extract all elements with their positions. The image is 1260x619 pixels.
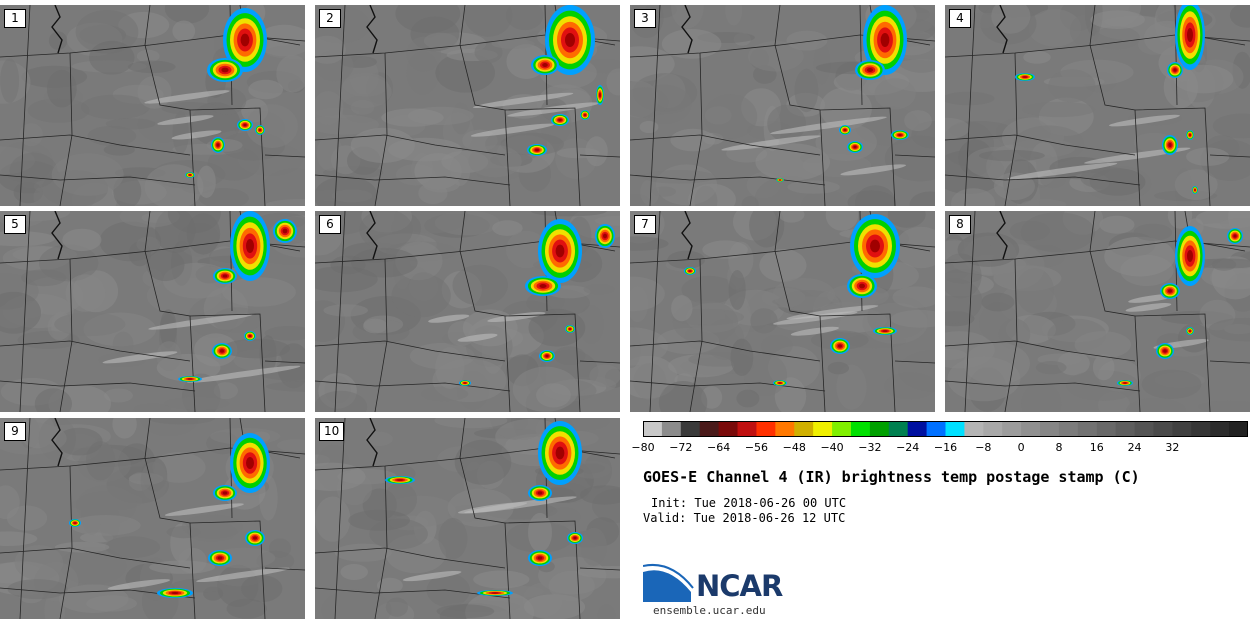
colorbar-swatch — [869, 421, 890, 437]
colorbar-swatch — [964, 421, 984, 437]
colorbar-tick-label: −56 — [744, 441, 769, 454]
satellite-map — [630, 5, 935, 206]
colorbar-tick-label: 8 — [1055, 441, 1063, 454]
colorbar-swatch — [775, 421, 795, 437]
panel-number-label: 1 — [4, 9, 26, 28]
logo-text: NCAR — [696, 569, 783, 603]
member-panel-6: 6 — [315, 211, 620, 412]
colorbar-swatch — [1191, 421, 1211, 437]
colorbar-swatch — [945, 421, 965, 437]
satellite-map — [945, 5, 1250, 206]
colorbar-swatch — [1172, 421, 1192, 437]
panel-number-label: 9 — [4, 422, 26, 441]
member-panel-3: 3 — [630, 5, 935, 206]
satellite-map — [315, 211, 620, 412]
panel-number-label: 2 — [319, 9, 341, 28]
colorbar-swatch — [1229, 421, 1248, 437]
satellite-map — [945, 211, 1250, 412]
colorbar-swatch — [832, 421, 852, 437]
colorbar-swatch — [813, 421, 833, 437]
colorbar-tick-label: 16 — [1089, 441, 1104, 454]
member-panel-5: 5 — [0, 211, 305, 412]
valid-time: Valid: Tue 2018-06-26 12 UTC — [643, 511, 846, 525]
colorbar-swatch — [737, 421, 757, 437]
satellite-map — [315, 5, 620, 206]
panel-number-label: 8 — [949, 215, 971, 234]
colorbar-swatch — [1153, 421, 1173, 437]
colorbar-tick-label: −32 — [858, 441, 882, 454]
colorbar-swatch — [1002, 421, 1022, 437]
member-panel-8: 8 — [945, 211, 1250, 412]
colorbar-swatch — [1115, 421, 1136, 437]
satellite-map — [0, 211, 305, 412]
figure-title: GOES-E Channel 4 (IR) brightness temp po… — [643, 468, 1140, 486]
colorbar-tick-label: −48 — [782, 441, 806, 454]
colorbar-tick-label: 0 — [1017, 441, 1025, 454]
member-panel-10: 10 — [315, 418, 620, 619]
colorbar-tick-label: −24 — [896, 441, 920, 454]
panel-number-label: 5 — [4, 215, 26, 234]
member-panel-4: 4 — [945, 5, 1250, 206]
satellite-map — [0, 5, 305, 206]
colorbar-swatch — [699, 421, 720, 437]
colorbar-swatch — [718, 421, 739, 437]
colorbar-tick-label: 24 — [1127, 441, 1142, 454]
colorbar-tick-label: −16 — [933, 441, 958, 454]
colorbar — [643, 421, 1248, 437]
colorbar-swatch — [1077, 421, 1098, 437]
member-panel-2: 2 — [315, 5, 620, 206]
colorbar-tick-label: −72 — [669, 441, 693, 454]
colorbar-swatch — [756, 421, 776, 437]
panel-number-label: 3 — [634, 9, 656, 28]
colorbar-swatch — [850, 421, 871, 437]
colorbar-swatch — [661, 421, 682, 437]
colorbar-tick-label: −8 — [975, 441, 992, 454]
panel-number-label: 10 — [319, 422, 345, 441]
colorbar-tick-label: −80 — [631, 441, 655, 454]
satellite-map — [0, 418, 305, 619]
ncar-logo-icon — [643, 564, 694, 602]
panel-number-label: 6 — [319, 215, 341, 234]
colorbar-swatch — [680, 421, 701, 437]
panel-number-label: 7 — [634, 215, 656, 234]
satellite-map — [315, 418, 620, 619]
satellite-map — [630, 211, 935, 412]
colorbar-swatch — [983, 421, 1003, 437]
colorbar-swatch — [643, 421, 663, 437]
colorbar-swatch — [907, 421, 928, 437]
colorbar-tick-label: 32 — [1165, 441, 1180, 454]
colorbar-swatch — [1210, 421, 1230, 437]
colorbar-tick-label: −40 — [820, 441, 844, 454]
colorbar-swatch — [1040, 421, 1060, 437]
init-time: Init: Tue 2018-06-26 00 UTC — [651, 496, 847, 510]
member-panel-7: 7 — [630, 211, 935, 412]
member-panel-9: 9 — [0, 418, 305, 619]
panel-number-label: 4 — [949, 9, 971, 28]
colorbar-tick-label: −64 — [707, 441, 731, 454]
colorbar-swatch — [794, 421, 814, 437]
member-panel-1: 1 — [0, 5, 305, 206]
colorbar-swatch — [1096, 421, 1117, 437]
colorbar-swatch — [926, 421, 946, 437]
colorbar-swatch — [1021, 421, 1041, 437]
colorbar-swatch — [888, 421, 909, 437]
colorbar-swatch — [1058, 421, 1079, 437]
website-link[interactable]: ensemble.ucar.edu — [653, 604, 766, 617]
colorbar-swatch — [1134, 421, 1154, 437]
